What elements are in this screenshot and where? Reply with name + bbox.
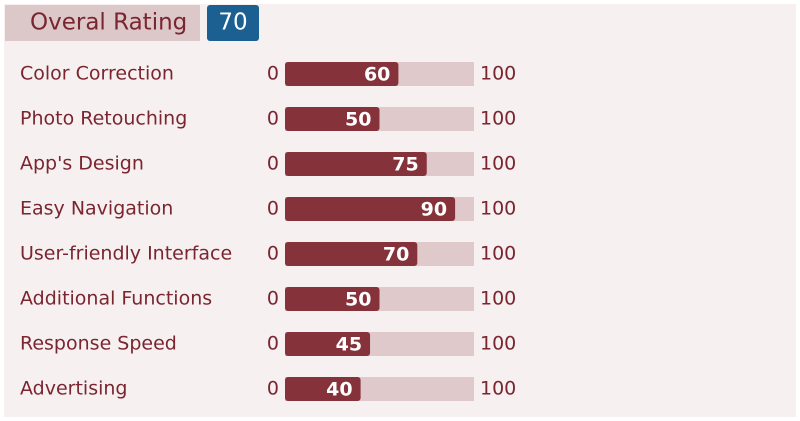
overall-value: 70 [218,10,247,36]
max-label: 100 [480,243,516,265]
category-label: Additional Functions [20,288,212,310]
category-label: Color Correction [20,63,174,85]
min-label: 0 [267,63,279,85]
value-label: 60 [364,64,390,86]
value-label: 45 [336,334,362,356]
chart-title: Overal Rating [30,10,187,36]
bar [285,242,418,266]
max-label: 100 [480,63,516,85]
bar [285,332,371,356]
min-label: 0 [267,288,279,310]
bar [285,287,380,311]
bar [285,197,456,221]
max-label: 100 [480,153,516,175]
category-label: App's Design [20,153,144,175]
title-band [5,5,200,41]
value-label: 50 [345,289,371,311]
min-label: 0 [267,108,279,130]
value-label: 40 [326,379,352,401]
value-label: 90 [421,199,447,221]
bar [285,107,380,131]
min-label: 0 [267,198,279,220]
value-label: 70 [383,244,409,266]
category-label: Advertising [20,378,127,400]
bar [285,377,361,401]
min-label: 0 [267,153,279,175]
max-label: 100 [480,378,516,400]
max-label: 100 [480,108,516,130]
min-label: 0 [267,333,279,355]
max-label: 100 [480,288,516,310]
min-label: 0 [267,378,279,400]
category-label: Response Speed [20,333,177,355]
value-label: 50 [345,109,371,131]
max-label: 100 [480,333,516,355]
bar [285,62,399,86]
value-label: 75 [392,154,418,176]
bar [285,152,427,176]
category-label: Photo Retouching [20,108,187,130]
category-label: Easy Navigation [20,198,173,220]
category-label: User-friendly Interface [20,243,232,265]
overall-badge [207,5,259,41]
max-label: 100 [480,198,516,220]
min-label: 0 [267,243,279,265]
